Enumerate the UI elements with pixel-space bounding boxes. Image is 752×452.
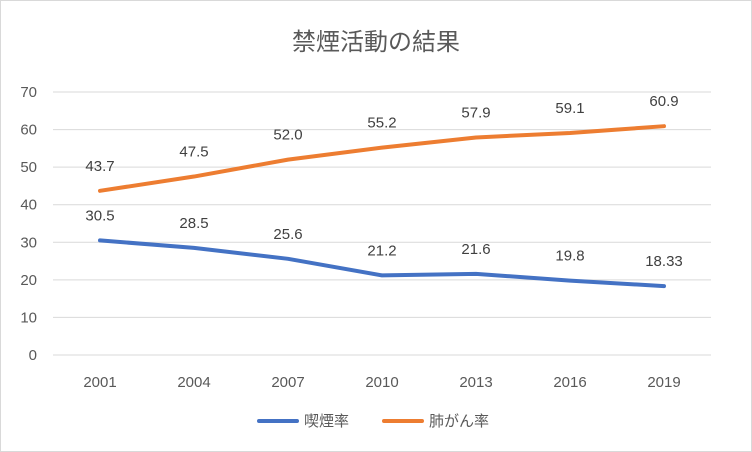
data-label: 18.33 <box>645 253 683 270</box>
data-label: 25.6 <box>273 226 302 243</box>
x-tick-label: 2010 <box>365 374 398 391</box>
data-label: 47.5 <box>179 144 208 161</box>
x-tick-label: 2007 <box>271 374 304 391</box>
x-tick-label: 2004 <box>177 374 210 391</box>
y-tick-label: 10 <box>20 309 37 326</box>
y-tick-label: 70 <box>20 84 37 101</box>
x-axis-tick-labels: 2001 2004 2007 2010 2013 2016 2019 <box>83 374 680 391</box>
data-label: 55.2 <box>367 115 396 132</box>
data-label: 28.5 <box>179 215 208 232</box>
series-line-1 <box>98 124 666 193</box>
y-tick-label: 30 <box>20 234 37 251</box>
legend: 喫煙率 肺がん率 <box>257 413 489 430</box>
data-label: 59.1 <box>555 100 584 117</box>
chart-title: 禁煙活動の結果 <box>292 29 460 56</box>
gridlines <box>53 91 711 356</box>
series-line-0 <box>98 238 666 289</box>
y-tick-label: 60 <box>20 122 37 139</box>
x-tick-label: 2013 <box>459 374 492 391</box>
y-tick-label: 40 <box>20 197 37 214</box>
data-label: 19.8 <box>555 248 584 265</box>
x-tick-label: 2016 <box>553 374 586 391</box>
data-label: 21.2 <box>367 242 396 259</box>
y-tick-label: 50 <box>20 159 37 176</box>
data-label: 57.9 <box>461 104 490 121</box>
legend-entry: 肺がん率 <box>429 413 489 430</box>
data-labels: 30.5 28.5 25.6 21.2 21.6 19.8 18.33 43.7 47.5 52.… <box>85 93 682 270</box>
series-lines <box>98 124 666 289</box>
y-axis-tick-labels: 0 10 20 30 40 50 60 70 <box>20 84 37 364</box>
y-tick-label: 20 <box>20 272 37 289</box>
legend-entry: 喫煙率 <box>304 413 349 430</box>
y-tick-label: 0 <box>29 347 37 364</box>
data-label: 43.7 <box>85 158 114 175</box>
data-label: 21.6 <box>461 241 490 258</box>
data-label: 52.0 <box>273 127 302 144</box>
data-label: 60.9 <box>649 93 678 110</box>
data-label: 30.5 <box>85 207 114 224</box>
x-tick-label: 2001 <box>83 374 116 391</box>
x-tick-label: 2019 <box>647 374 680 391</box>
